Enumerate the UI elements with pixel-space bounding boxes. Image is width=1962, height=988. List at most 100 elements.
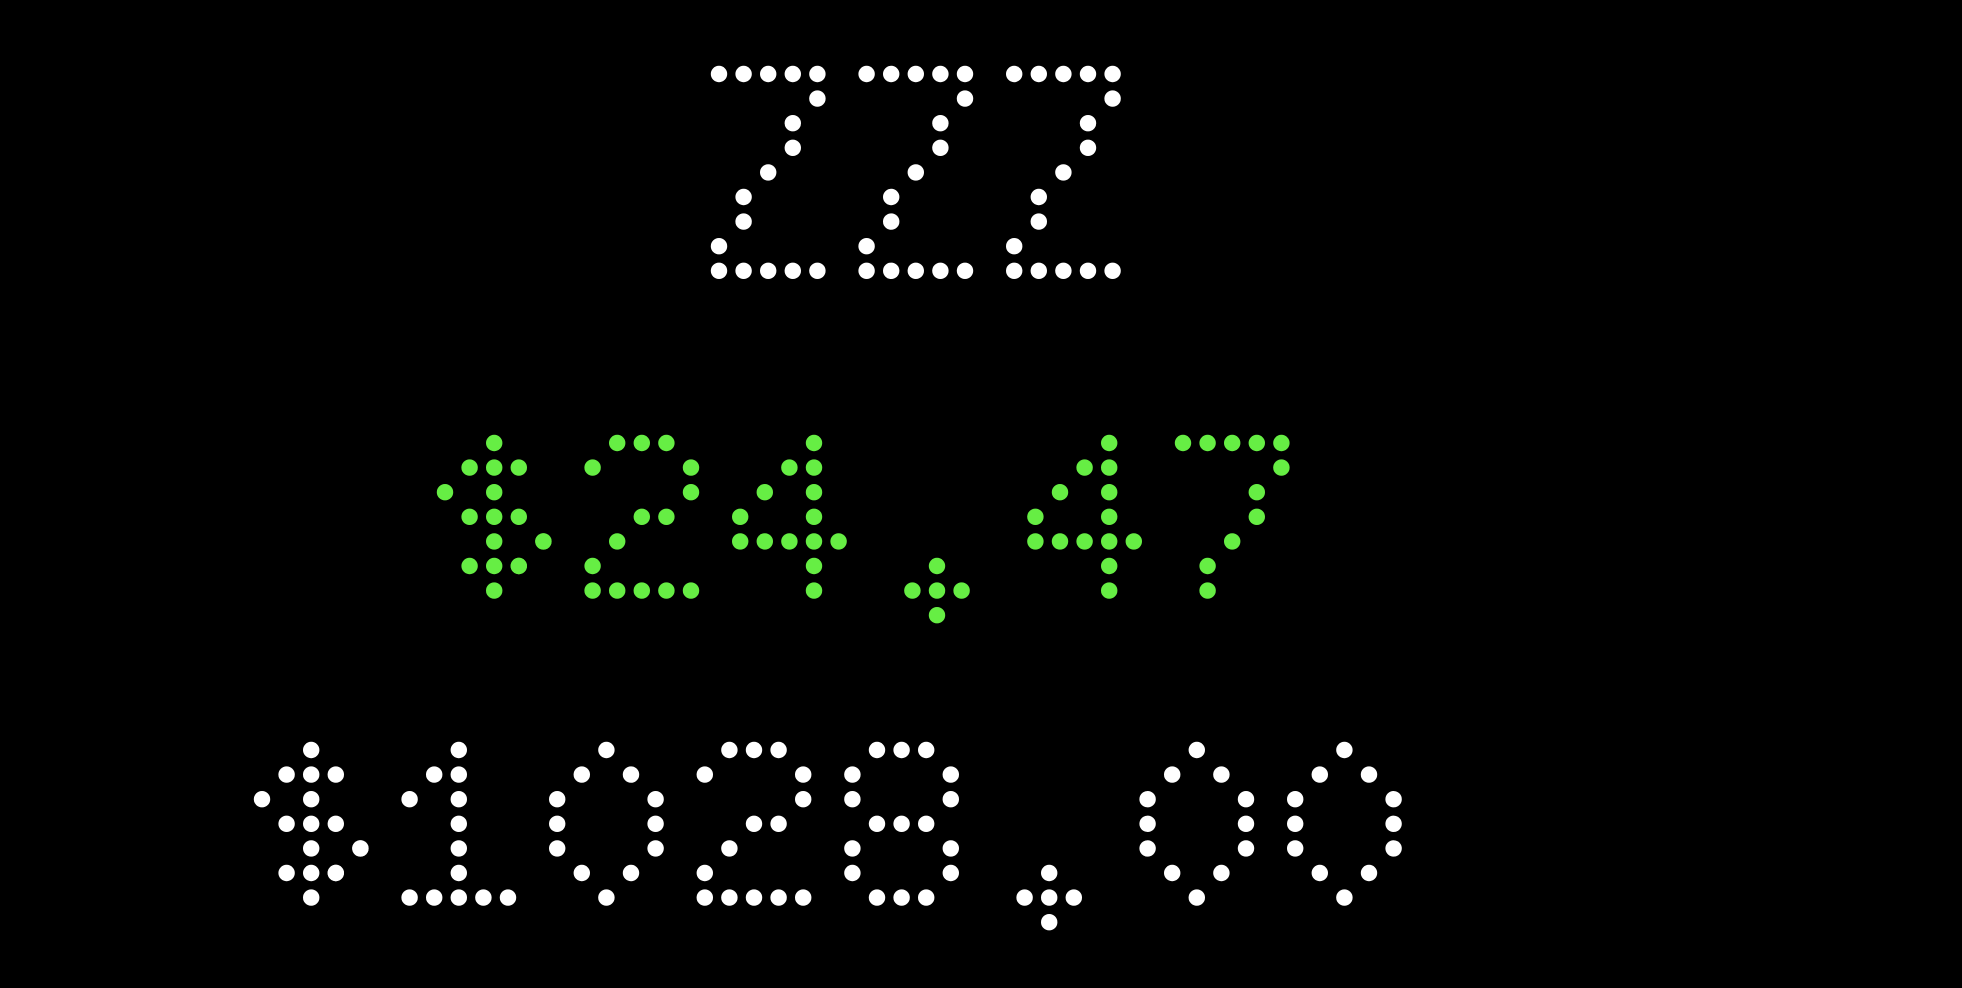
led-dot [809,90,826,107]
led-dot [942,791,959,808]
led-dot [735,65,752,83]
led-dot [584,557,601,575]
glyph-2 [696,741,812,906]
led-dot [303,766,320,783]
led-dot [278,815,295,832]
led-dot [1079,262,1097,279]
led-dot [918,815,935,832]
led-dot [1055,164,1072,181]
led-dot [1273,434,1290,452]
led-dot [784,115,801,132]
led-dot [1076,533,1093,550]
led-dot [735,188,752,206]
display-row-1 [710,65,1121,279]
led-dot [1101,582,1118,599]
glyph-dollar [436,434,552,599]
led-dot [928,582,946,599]
led-dot [710,262,728,279]
led-dot [609,533,626,550]
led-dot [868,741,886,759]
led-dot [327,864,344,882]
led-dot [450,864,467,882]
glyph-7 [1174,434,1290,599]
glyph-comma [904,557,970,624]
led-dot [549,840,566,857]
led-dot [756,533,773,550]
led-dot [1199,557,1216,575]
led-dot [1139,840,1156,857]
led-dot [830,533,847,550]
led-dot [486,508,503,525]
led-dot [956,65,974,83]
led-dot [907,164,924,181]
led-dot [1287,791,1304,808]
led-dot [584,459,601,476]
led-dot [795,889,812,906]
led-dot [450,840,467,857]
glyph-comma [1016,864,1083,931]
led-dot [809,65,826,83]
led-dot [1360,864,1378,882]
led-dot [1385,840,1402,857]
led-dot [682,459,700,476]
led-dot [907,262,924,279]
glyph-0 [1287,741,1402,906]
led-dot [858,238,875,255]
led-dot [1174,434,1192,452]
led-dot [721,741,738,759]
glyph-4 [1027,434,1143,599]
led-dot [696,766,713,783]
led-dot [426,889,443,906]
led-dot [1055,65,1072,83]
led-dot [436,484,454,501]
led-dot [721,889,738,906]
led-dot [883,213,900,230]
led-dot [450,815,467,832]
led-dot [647,791,664,808]
led-dot [1041,889,1058,906]
led-dot [770,815,787,832]
led-dot [253,791,271,808]
led-dot [1336,889,1353,906]
led-dot [1030,213,1048,230]
led-dot [1006,262,1023,279]
led-dot [1360,766,1378,783]
led-dot [904,582,921,599]
led-dot [633,582,650,599]
led-dot [486,484,503,501]
led-dot [1030,188,1048,206]
led-dot [942,766,959,783]
led-dot [732,533,749,550]
led-dot [745,815,763,832]
led-dot [696,864,713,882]
led-dot [1006,238,1023,255]
led-dot [710,65,728,83]
led-dot [1164,766,1181,783]
led-dot [401,791,418,808]
led-dot [1199,582,1216,599]
led-dot [510,508,527,525]
led-dot [303,864,320,882]
led-dot [760,262,777,279]
led-dot [475,889,492,906]
led-dot [1101,459,1118,476]
led-dot [303,791,320,808]
led-dot [682,484,700,501]
led-dot [303,840,320,857]
led-dot [784,139,801,156]
led-dot [735,262,752,279]
led-dot [303,815,320,832]
led-dot [622,864,640,882]
led-dot [486,459,503,476]
led-dot [426,766,443,783]
led-dot [844,840,861,857]
led-dot [1104,65,1121,83]
led-dot [510,557,527,575]
led-dot [573,864,590,882]
glyph-1 [401,741,517,906]
glyph-Z [1006,65,1121,279]
led-dot [858,262,875,279]
led-dot [1213,864,1230,882]
